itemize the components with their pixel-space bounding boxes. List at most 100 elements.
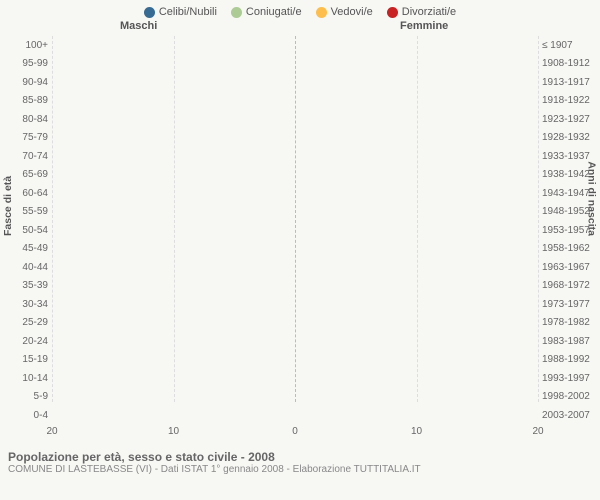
x-tick: 20 bbox=[46, 426, 57, 437]
age-row: 60-641943-1947 bbox=[52, 184, 538, 203]
age-label: 95-99 bbox=[12, 58, 48, 69]
birth-year-label: 1958-1962 bbox=[542, 243, 596, 254]
age-row: 75-791928-1932 bbox=[52, 129, 538, 148]
age-label: 15-19 bbox=[12, 354, 48, 365]
birth-year-label: 1963-1967 bbox=[542, 262, 596, 273]
bar-zone bbox=[52, 148, 538, 165]
age-label: 55-59 bbox=[12, 206, 48, 217]
birth-year-label: 1933-1937 bbox=[542, 151, 596, 162]
birth-year-label: 1918-1922 bbox=[542, 95, 596, 106]
bar-zone bbox=[52, 407, 538, 424]
caption-subtitle: COMUNE DI LASTEBASSE (VI) - Dati ISTAT 1… bbox=[8, 464, 592, 475]
age-label: 75-79 bbox=[12, 132, 48, 143]
age-label: 5-9 bbox=[12, 391, 48, 402]
age-row: 45-491958-1962 bbox=[52, 240, 538, 259]
bar-zone bbox=[52, 37, 538, 54]
legend-item: Celibi/Nubili bbox=[144, 6, 217, 18]
bar-zone bbox=[52, 167, 538, 184]
bar-zone bbox=[52, 278, 538, 295]
birth-year-label: 1923-1927 bbox=[542, 114, 596, 125]
legend-label: Divorziati/e bbox=[402, 6, 456, 18]
column-headers: Maschi Femmine bbox=[0, 20, 600, 36]
legend-swatch bbox=[316, 7, 327, 18]
caption: Popolazione per età, sesso e stato civil… bbox=[0, 446, 600, 475]
population-pyramid-chart: Celibi/Nubili Coniugati/e Vedovi/e Divorzia… bbox=[0, 0, 600, 500]
age-label: 40-44 bbox=[12, 262, 48, 273]
birth-year-label: 1913-1917 bbox=[542, 77, 596, 88]
bar-zone bbox=[52, 111, 538, 128]
age-label: 60-64 bbox=[12, 188, 48, 199]
age-label: 50-54 bbox=[12, 225, 48, 236]
legend-label: Celibi/Nubili bbox=[159, 6, 217, 18]
legend-item: Divorziati/e bbox=[387, 6, 456, 18]
birth-year-label: 1973-1977 bbox=[542, 299, 596, 310]
birth-year-label: 1993-1997 bbox=[542, 373, 596, 384]
birth-year-label: 1983-1987 bbox=[542, 336, 596, 347]
x-tick: 10 bbox=[411, 426, 422, 437]
age-row: 20-241983-1987 bbox=[52, 332, 538, 351]
legend-swatch bbox=[144, 7, 155, 18]
age-label: 20-24 bbox=[12, 336, 48, 347]
age-row: 55-591948-1952 bbox=[52, 203, 538, 222]
age-row: 95-991908-1912 bbox=[52, 55, 538, 74]
age-label: 45-49 bbox=[12, 243, 48, 254]
age-label: 70-74 bbox=[12, 151, 48, 162]
birth-year-label: 1948-1952 bbox=[542, 206, 596, 217]
age-row: 80-841923-1927 bbox=[52, 110, 538, 129]
plot-area: Fasce di età Anni di nascita 100+≤ 19079… bbox=[0, 36, 600, 446]
birth-year-label: 1953-1957 bbox=[542, 225, 596, 236]
bar-zone bbox=[52, 259, 538, 276]
age-row: 40-441963-1967 bbox=[52, 258, 538, 277]
birth-year-label: 1968-1972 bbox=[542, 280, 596, 291]
age-label: 0-4 bbox=[12, 410, 48, 421]
legend-item: Coniugati/e bbox=[231, 6, 302, 18]
bar-zone bbox=[52, 130, 538, 147]
age-row: 0-42003-2007 bbox=[52, 406, 538, 425]
bar-zone bbox=[52, 315, 538, 332]
bar-zone bbox=[52, 296, 538, 313]
header-female: Femmine bbox=[400, 20, 448, 32]
legend-item: Vedovi/e bbox=[316, 6, 373, 18]
bar-zone bbox=[52, 389, 538, 406]
birth-year-label: 1938-1942 bbox=[542, 169, 596, 180]
age-row: 100+≤ 1907 bbox=[52, 36, 538, 55]
legend-label: Vedovi/e bbox=[331, 6, 373, 18]
bar-zone bbox=[52, 93, 538, 110]
bar-zone bbox=[52, 241, 538, 258]
age-row: 65-691938-1942 bbox=[52, 166, 538, 185]
birth-year-label: 1943-1947 bbox=[542, 188, 596, 199]
birth-year-label: 1908-1912 bbox=[542, 58, 596, 69]
bar-zone bbox=[52, 370, 538, 387]
bar-zone bbox=[52, 56, 538, 73]
age-label: 85-89 bbox=[12, 95, 48, 106]
birth-year-label: 1988-1992 bbox=[542, 354, 596, 365]
age-label: 25-29 bbox=[12, 317, 48, 328]
bar-zone bbox=[52, 204, 538, 221]
legend-label: Coniugati/e bbox=[246, 6, 302, 18]
legend: Celibi/Nubili Coniugati/e Vedovi/e Divorzia… bbox=[0, 0, 600, 20]
x-axis: 201001020 bbox=[52, 426, 538, 446]
age-row: 25-291978-1982 bbox=[52, 314, 538, 333]
legend-swatch bbox=[387, 7, 398, 18]
birth-year-label: 1998-2002 bbox=[542, 391, 596, 402]
bar-zone bbox=[52, 185, 538, 202]
age-label: 90-94 bbox=[12, 77, 48, 88]
age-label: 80-84 bbox=[12, 114, 48, 125]
header-male: Maschi bbox=[120, 20, 157, 32]
x-tick: 0 bbox=[292, 426, 298, 437]
age-row: 15-191988-1992 bbox=[52, 351, 538, 370]
bar-zone bbox=[52, 333, 538, 350]
caption-title: Popolazione per età, sesso e stato civil… bbox=[8, 450, 592, 464]
legend-swatch bbox=[231, 7, 242, 18]
gridline bbox=[538, 36, 539, 402]
x-tick: 20 bbox=[532, 426, 543, 437]
age-label: 30-34 bbox=[12, 299, 48, 310]
birth-year-label: 2003-2007 bbox=[542, 410, 596, 421]
age-row: 10-141993-1997 bbox=[52, 369, 538, 388]
age-row: 35-391968-1972 bbox=[52, 277, 538, 296]
age-label: 100+ bbox=[12, 40, 48, 51]
age-row: 5-91998-2002 bbox=[52, 388, 538, 407]
birth-year-label: 1928-1932 bbox=[542, 132, 596, 143]
bar-zone bbox=[52, 74, 538, 91]
age-label: 10-14 bbox=[12, 373, 48, 384]
